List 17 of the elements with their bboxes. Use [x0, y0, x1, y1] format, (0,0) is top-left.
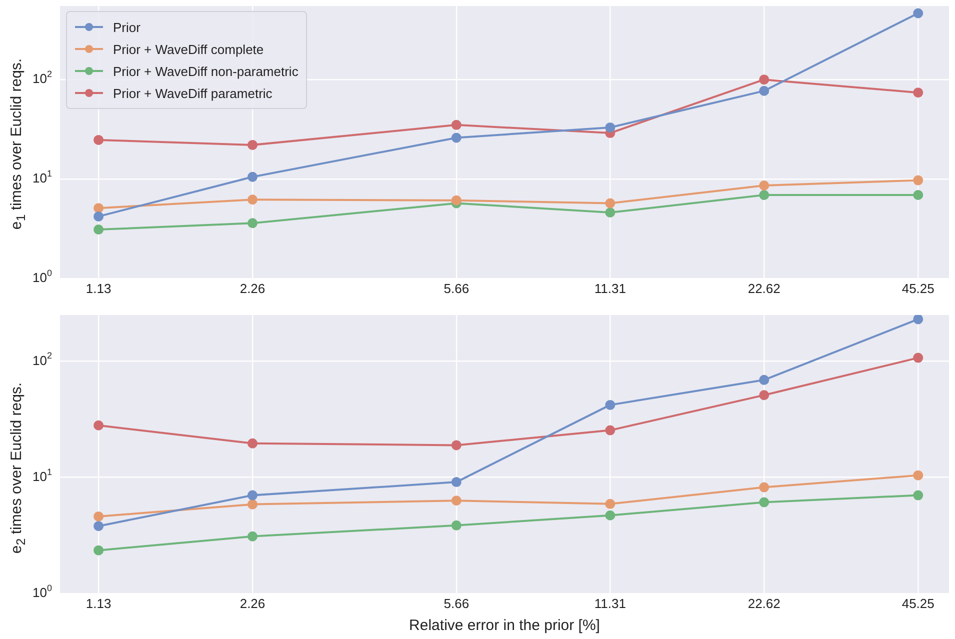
x-tick-label: 11.31	[594, 596, 626, 611]
x-tick-label: 45.25	[902, 596, 934, 611]
x-axis-title: Relative error in the prior [%]	[409, 617, 600, 634]
legend-label: Prior + WaveDiff parametric	[113, 86, 272, 100]
x-tick-label: 1.13	[86, 596, 112, 611]
x-tick-label: 1.13	[86, 280, 112, 296]
x-tick-label: 11.31	[594, 280, 626, 296]
legend-label: Prior + WaveDiff non-parametric	[113, 64, 298, 78]
legend-label: Prior + WaveDiff complete	[113, 42, 264, 56]
x-tick-label: 22.62	[748, 280, 780, 296]
x-tick-label: 5.66	[444, 596, 470, 611]
x-tick-label: 2.26	[240, 596, 266, 611]
legend-label: Prior	[113, 20, 140, 34]
x-tick-label: 22.62	[748, 596, 780, 611]
x-tick-label: 5.66	[444, 280, 470, 296]
x-tick-label: 2.26	[240, 280, 266, 296]
x-tick-label: 45.25	[902, 280, 934, 296]
